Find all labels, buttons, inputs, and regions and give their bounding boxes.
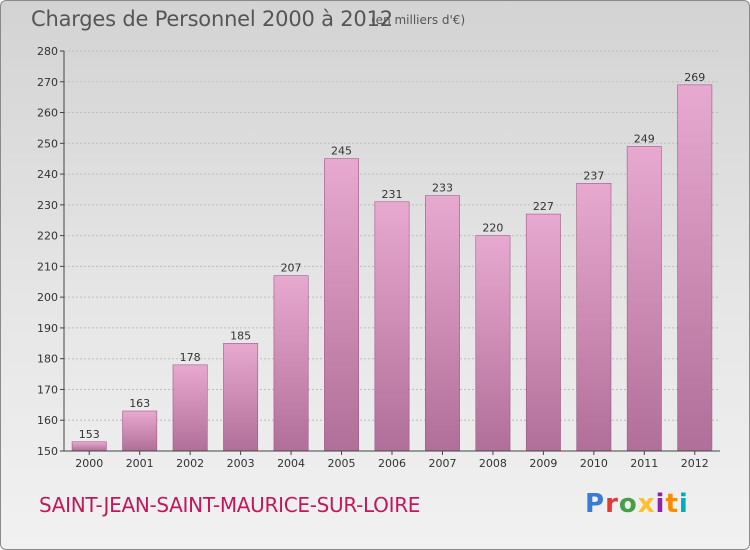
bar-value-label: 207 xyxy=(281,262,302,275)
y-tick-label: 240 xyxy=(37,168,58,181)
x-tick-label: 2006 xyxy=(378,457,406,470)
y-tick-label: 250 xyxy=(37,137,58,150)
bar-value-label: 227 xyxy=(533,200,554,213)
logo-letter: i xyxy=(655,489,666,519)
bar-value-label: 153 xyxy=(79,428,100,441)
bar-value-label: 220 xyxy=(482,222,503,235)
bar-2010 xyxy=(576,183,612,452)
bar-value-label: 237 xyxy=(583,169,604,182)
bar-value-label: 233 xyxy=(432,182,453,195)
x-tick-label: 2005 xyxy=(328,457,356,470)
y-tick-label: 230 xyxy=(37,199,58,212)
bar-value-label: 249 xyxy=(634,132,655,145)
x-tick-label: 2001 xyxy=(126,457,154,470)
logo-letter: t xyxy=(665,489,679,519)
bar-2001 xyxy=(122,410,158,452)
bar-value-label: 178 xyxy=(180,351,201,364)
x-tick-label: 2004 xyxy=(277,457,305,470)
bar-2005 xyxy=(324,158,359,452)
chart-title: Charges de Personnel 2000 à 2012 xyxy=(31,7,393,31)
bar-2000 xyxy=(71,441,107,452)
bar-2009 xyxy=(525,213,561,452)
y-tick-label: 150 xyxy=(37,445,58,458)
y-tick-label: 170 xyxy=(37,383,58,396)
y-tick-label: 260 xyxy=(37,107,58,120)
bar-value-label: 163 xyxy=(129,397,150,410)
bar-2002 xyxy=(172,364,208,452)
x-tick-label: 2010 xyxy=(580,457,608,470)
bar-2003 xyxy=(223,343,259,452)
y-tick-label: 190 xyxy=(37,322,58,335)
x-tick-label: 2002 xyxy=(176,457,204,470)
y-tick-label: 160 xyxy=(37,414,58,427)
logo-letter: o xyxy=(618,489,638,519)
logo-letter: i xyxy=(678,489,689,519)
x-tick-label: 2008 xyxy=(479,457,507,470)
x-tick-label: 2003 xyxy=(227,457,255,470)
x-tick-label: 2011 xyxy=(630,457,658,470)
bar-2006 xyxy=(374,201,410,452)
x-tick-label: 2009 xyxy=(529,457,557,470)
bar-2011 xyxy=(626,146,662,452)
x-tick-label: 2000 xyxy=(75,457,103,470)
proxiti-logo: Proxiti xyxy=(585,489,689,519)
bar-value-label: 245 xyxy=(331,145,352,158)
bar-2012 xyxy=(677,84,713,452)
y-tick-label: 180 xyxy=(37,353,58,366)
logo-letter: P xyxy=(585,489,606,519)
commune-name: SAINT-JEAN-SAINT-MAURICE-SUR-LOIRE xyxy=(39,493,421,517)
y-tick-label: 210 xyxy=(37,260,58,273)
bar-2008 xyxy=(475,235,511,452)
chart-subtitle: (en milliers d'€) xyxy=(371,13,466,27)
x-tick-label: 2007 xyxy=(428,457,456,470)
logo-letter: r xyxy=(605,489,619,519)
y-tick-label: 200 xyxy=(37,291,58,304)
logo-letter: x xyxy=(637,489,656,519)
y-tick-label: 270 xyxy=(37,76,58,89)
y-tick-label: 280 xyxy=(37,45,58,58)
bar-2007 xyxy=(425,195,460,452)
bar-value-label: 185 xyxy=(230,329,251,342)
bar-2004 xyxy=(273,275,309,452)
y-tick-label: 220 xyxy=(37,230,58,243)
x-tick-label: 2012 xyxy=(681,457,709,470)
bar-value-label: 231 xyxy=(382,188,403,201)
bar-value-label: 269 xyxy=(684,71,705,84)
